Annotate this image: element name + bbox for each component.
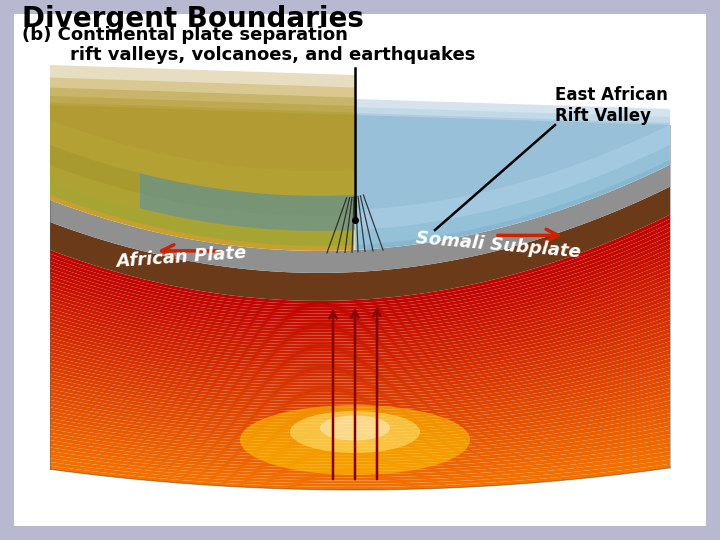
Polygon shape bbox=[50, 312, 670, 376]
Ellipse shape bbox=[290, 411, 420, 453]
Polygon shape bbox=[50, 282, 670, 354]
Polygon shape bbox=[50, 236, 670, 320]
Polygon shape bbox=[50, 329, 670, 389]
Polygon shape bbox=[50, 341, 670, 399]
Polygon shape bbox=[50, 65, 354, 171]
Polygon shape bbox=[50, 278, 670, 351]
Polygon shape bbox=[50, 103, 354, 246]
Polygon shape bbox=[50, 451, 670, 481]
Polygon shape bbox=[50, 214, 670, 304]
Polygon shape bbox=[50, 447, 670, 477]
Polygon shape bbox=[50, 269, 670, 345]
Text: Divergent Boundaries: Divergent Boundaries bbox=[22, 5, 364, 33]
Polygon shape bbox=[356, 99, 670, 210]
Polygon shape bbox=[50, 430, 670, 465]
Polygon shape bbox=[50, 244, 670, 326]
Polygon shape bbox=[50, 227, 670, 314]
Polygon shape bbox=[50, 367, 670, 417]
Polygon shape bbox=[50, 187, 670, 301]
Polygon shape bbox=[50, 316, 670, 380]
Polygon shape bbox=[50, 219, 670, 307]
Polygon shape bbox=[50, 422, 670, 458]
Polygon shape bbox=[50, 274, 670, 348]
Polygon shape bbox=[50, 358, 670, 411]
Polygon shape bbox=[50, 434, 670, 468]
Polygon shape bbox=[50, 87, 354, 216]
Polygon shape bbox=[50, 375, 670, 424]
Polygon shape bbox=[356, 107, 670, 230]
Polygon shape bbox=[50, 307, 670, 373]
Polygon shape bbox=[50, 460, 670, 487]
Polygon shape bbox=[50, 165, 670, 273]
Polygon shape bbox=[50, 232, 670, 316]
Polygon shape bbox=[50, 362, 670, 414]
Polygon shape bbox=[50, 223, 670, 310]
Polygon shape bbox=[50, 371, 670, 421]
Polygon shape bbox=[50, 379, 670, 427]
Polygon shape bbox=[50, 426, 670, 462]
Polygon shape bbox=[50, 240, 670, 323]
Polygon shape bbox=[50, 291, 670, 361]
Polygon shape bbox=[50, 404, 670, 445]
Polygon shape bbox=[50, 409, 670, 449]
Polygon shape bbox=[50, 396, 670, 440]
Polygon shape bbox=[50, 78, 354, 196]
Polygon shape bbox=[50, 443, 670, 474]
Polygon shape bbox=[140, 173, 355, 231]
Text: African Plate: African Plate bbox=[115, 244, 247, 272]
Polygon shape bbox=[50, 295, 670, 364]
Polygon shape bbox=[50, 253, 670, 332]
Polygon shape bbox=[50, 400, 670, 443]
Polygon shape bbox=[50, 257, 670, 335]
Polygon shape bbox=[356, 115, 670, 250]
Polygon shape bbox=[356, 113, 670, 245]
Text: rift valleys, volcanoes, and earthquakes: rift valleys, volcanoes, and earthquakes bbox=[70, 46, 475, 64]
Polygon shape bbox=[50, 346, 670, 402]
Polygon shape bbox=[50, 464, 670, 490]
Polygon shape bbox=[50, 299, 670, 367]
Polygon shape bbox=[50, 320, 670, 383]
Text: (b) Continental plate separation: (b) Continental plate separation bbox=[22, 26, 348, 44]
Text: Somali Subplate: Somali Subplate bbox=[415, 229, 582, 261]
Polygon shape bbox=[50, 261, 670, 339]
Polygon shape bbox=[50, 392, 670, 436]
Polygon shape bbox=[50, 265, 670, 342]
Polygon shape bbox=[50, 105, 354, 251]
Polygon shape bbox=[50, 286, 670, 357]
Ellipse shape bbox=[320, 415, 390, 441]
Polygon shape bbox=[50, 438, 670, 471]
Polygon shape bbox=[50, 413, 670, 452]
Polygon shape bbox=[50, 333, 670, 392]
Text: East African
Rift Valley: East African Rift Valley bbox=[555, 86, 668, 125]
Polygon shape bbox=[50, 383, 670, 430]
Polygon shape bbox=[50, 325, 670, 386]
Polygon shape bbox=[50, 455, 670, 484]
Ellipse shape bbox=[240, 405, 470, 475]
Polygon shape bbox=[50, 388, 670, 433]
Polygon shape bbox=[50, 354, 670, 408]
Polygon shape bbox=[50, 417, 670, 455]
Polygon shape bbox=[50, 96, 354, 233]
Polygon shape bbox=[50, 248, 670, 329]
Polygon shape bbox=[50, 303, 670, 370]
Polygon shape bbox=[50, 337, 670, 395]
Polygon shape bbox=[50, 350, 670, 405]
